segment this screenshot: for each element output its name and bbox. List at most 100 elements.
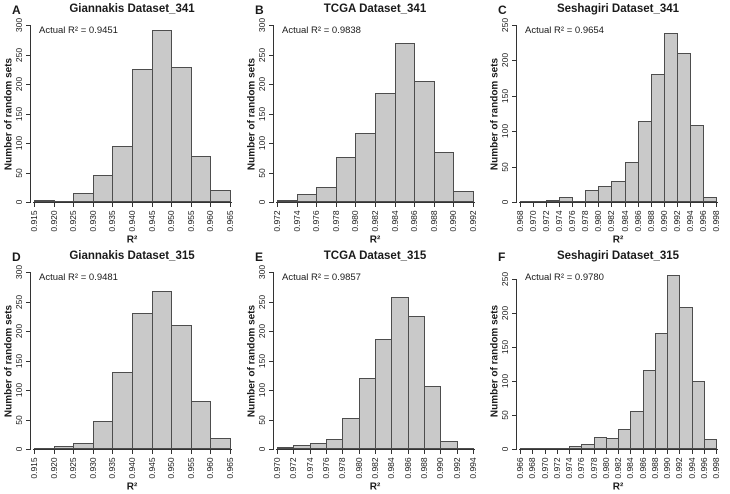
- x-axis-tick: [326, 450, 327, 454]
- y-axis-line: [273, 272, 274, 450]
- x-tick-label: 0.982: [613, 457, 623, 479]
- x-axis-tick: [171, 450, 172, 454]
- x-axis-tick: [73, 450, 74, 454]
- y-axis-line: [516, 25, 517, 203]
- x-tick-label: 0.994: [468, 457, 478, 479]
- x-tick-label: 0.920: [49, 457, 59, 479]
- y-tick-label: 250: [257, 294, 267, 310]
- x-tick-label: 0.982: [370, 210, 380, 232]
- y-axis-tick: [512, 96, 516, 97]
- x-axis-line: [33, 202, 232, 203]
- x-tick-label: 0.984: [620, 210, 630, 232]
- x-tick-label: 0.972: [552, 457, 562, 479]
- x-tick-label: 0.968: [515, 210, 525, 232]
- x-tick-label: 0.965: [225, 457, 235, 479]
- x-axis-tick: [585, 203, 586, 207]
- x-tick-label: 0.990: [662, 457, 672, 479]
- y-tick-label: 150: [500, 339, 510, 355]
- y-axis-tick: [269, 302, 273, 303]
- x-tick-label: 0.925: [68, 457, 78, 479]
- y-axis-tick: [26, 272, 30, 273]
- histogram-bar: [395, 43, 415, 202]
- histogram-bar: [453, 191, 474, 202]
- x-tick-label: 0.992: [452, 457, 462, 479]
- y-axis-tick: [512, 313, 516, 314]
- x-axis-tick: [581, 450, 582, 454]
- x-axis-tick: [638, 203, 639, 207]
- y-tick-label: 300: [14, 17, 24, 33]
- y-axis-tick: [269, 420, 273, 421]
- y-tick-label: 50: [14, 168, 24, 178]
- y-axis-tick: [26, 302, 30, 303]
- panel-letter: F: [498, 250, 506, 264]
- y-axis-tick: [269, 55, 273, 56]
- y-tick-label: 200: [14, 76, 24, 92]
- x-axis-tick: [112, 203, 113, 207]
- y-tick-label: 50: [500, 162, 510, 172]
- histogram-bar: [638, 121, 652, 202]
- y-axis-tick: [269, 202, 273, 203]
- histogram-bar: [440, 441, 458, 449]
- y-axis-tick: [26, 173, 30, 174]
- y-axis-tick: [26, 55, 30, 56]
- x-axis-tick: [375, 450, 376, 454]
- x-axis-tick: [569, 450, 570, 454]
- x-axis-title: R²: [612, 481, 624, 493]
- y-axis-title: Number of random sets: [246, 57, 258, 170]
- y-axis-tick: [512, 167, 516, 168]
- y-tick-label: 250: [500, 17, 510, 33]
- x-tick-label: 0.978: [580, 210, 590, 232]
- x-axis-tick: [34, 450, 35, 454]
- x-tick-label: 0.980: [354, 457, 364, 479]
- x-axis-line: [519, 202, 718, 203]
- y-tick-label: 200: [14, 323, 24, 339]
- histogram-bar: [210, 190, 231, 202]
- x-axis-tick: [690, 203, 691, 207]
- y-tick-label: 250: [500, 271, 510, 287]
- y-axis-tick: [269, 361, 273, 362]
- x-axis-tick: [559, 203, 560, 207]
- x-axis-tick: [93, 450, 94, 454]
- x-axis-tick: [473, 450, 474, 454]
- x-tick-label: 0.986: [633, 210, 643, 232]
- x-tick-label: 0.945: [147, 210, 157, 232]
- x-tick-label: 0.970: [528, 210, 538, 232]
- x-axis-title: R²: [369, 481, 381, 493]
- y-axis-tick: [269, 143, 273, 144]
- y-axis-tick: [26, 390, 30, 391]
- histogram-panel-c: C Seshagiri Dataset_341 Actual R² = 0.9654…: [486, 0, 730, 247]
- x-axis-tick: [598, 203, 599, 207]
- y-axis-tick: [26, 202, 30, 203]
- annotation-actual-r2: Actual R² = 0.9780: [525, 272, 604, 283]
- x-tick-label: 0.994: [687, 457, 697, 479]
- histogram-bar: [132, 313, 153, 449]
- chart-title: Giannakis Dataset_315: [69, 250, 195, 262]
- x-axis-tick: [424, 450, 425, 454]
- y-axis-tick: [26, 143, 30, 144]
- y-axis-tick: [26, 420, 30, 421]
- histogram-bar: [677, 53, 691, 202]
- x-axis-tick: [453, 203, 454, 207]
- y-tick-label: 300: [257, 17, 267, 33]
- x-tick-label: 0.972: [272, 210, 282, 232]
- y-tick-label: 150: [14, 353, 24, 369]
- x-tick-label: 0.984: [625, 457, 635, 479]
- x-tick-label: 0.976: [311, 210, 321, 232]
- x-tick-label: 0.988: [419, 457, 429, 479]
- x-axis-tick: [414, 203, 415, 207]
- y-axis-tick: [269, 449, 273, 450]
- x-axis-tick: [611, 203, 612, 207]
- x-axis-tick: [473, 203, 474, 207]
- x-axis-title: R²: [612, 234, 624, 246]
- y-tick-label: 150: [257, 353, 267, 369]
- x-axis-tick: [152, 450, 153, 454]
- y-axis-tick: [512, 202, 516, 203]
- y-axis-tick: [26, 25, 30, 26]
- x-axis-tick: [703, 203, 704, 207]
- x-axis-tick: [277, 450, 278, 454]
- histogram-bar: [679, 307, 693, 449]
- x-axis-tick: [594, 450, 595, 454]
- x-tick-label: 0.955: [186, 457, 196, 479]
- histogram-panel-f: F Seshagiri Dataset_315 Actual R² = 0.9780…: [486, 247, 730, 494]
- annotation-actual-r2: Actual R² = 0.9838: [282, 25, 361, 36]
